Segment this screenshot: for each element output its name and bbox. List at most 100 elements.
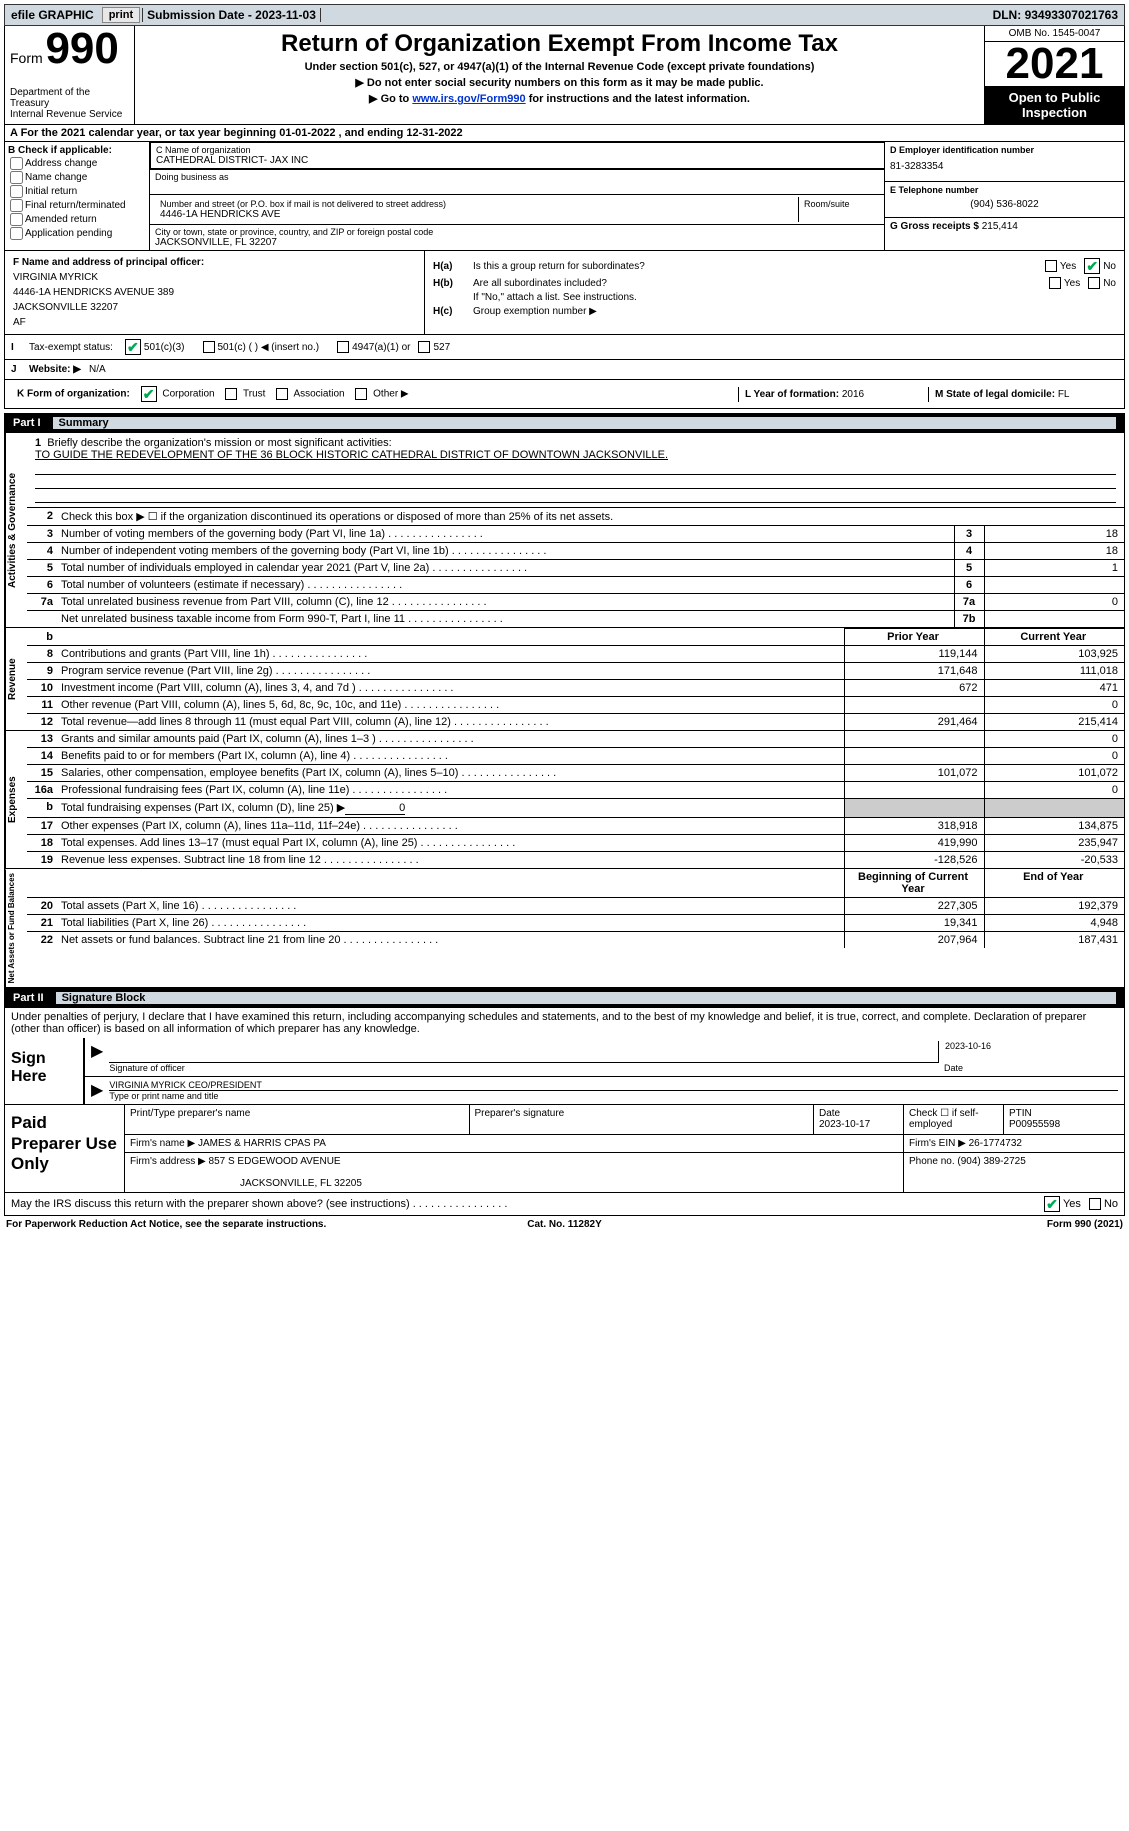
cb-501c[interactable]	[203, 341, 215, 353]
netassets-section: Net Assets or Fund Balances Beginning of…	[4, 869, 1125, 988]
v5: 1	[984, 560, 1124, 577]
org-name-value: CATHEDRAL DISTRICT- JAX INC	[156, 155, 879, 166]
section-d-e-g: D Employer identification number 81-3283…	[884, 142, 1124, 250]
cb-amended[interactable]: Amended return	[8, 213, 146, 226]
may-yes-checkbox[interactable]	[1044, 1196, 1060, 1212]
firm-phone-label: Phone no.	[909, 1156, 957, 1167]
part1-body: Activities & Governance 1 Briefly descri…	[4, 433, 1125, 628]
print-button[interactable]: print	[102, 7, 140, 23]
cb-address-change[interactable]: Address change	[8, 157, 146, 170]
cb-application-pending[interactable]: Application pending	[8, 227, 146, 240]
opt-4947: 4947(a)(1) or	[352, 342, 410, 353]
c14: 0	[984, 748, 1124, 765]
arrow-icon: ▶	[91, 1041, 103, 1073]
part2-header: Part II Signature Block	[4, 988, 1125, 1008]
ptin-label: PTIN	[1009, 1108, 1119, 1119]
prep-date-label: Date	[819, 1108, 898, 1119]
line22: Net assets or fund balances. Subtract li…	[57, 932, 844, 949]
line20: Total assets (Part X, line 16)	[57, 898, 844, 915]
section-f-label: F Name and address of principal officer:	[13, 257, 204, 268]
cb-final-return[interactable]: Final return/terminated	[8, 199, 146, 212]
may-no-checkbox[interactable]	[1089, 1198, 1101, 1210]
hb-no-checkbox[interactable]	[1088, 277, 1100, 289]
row-a-begin: 01-01-2022	[279, 127, 335, 139]
section-b-label: B Check if applicable:	[8, 145, 146, 156]
perjury-declaration: Under penalties of perjury, I declare th…	[4, 1008, 1125, 1038]
gross-label: G Gross receipts $	[890, 221, 982, 232]
cb-other[interactable]	[355, 388, 367, 400]
c10: 471	[984, 680, 1124, 697]
section-h: H(a) Is this a group return for subordin…	[425, 251, 1124, 334]
hb-note: If "No," attach a list. See instructions…	[473, 292, 637, 303]
ha-yes-checkbox[interactable]	[1045, 260, 1057, 272]
cb-initial-return[interactable]: Initial return	[8, 185, 146, 198]
footer-form-num: 990	[1075, 1219, 1092, 1230]
sign-here-label: Sign Here	[5, 1038, 85, 1104]
irs-link[interactable]: www.irs.gov/Form990	[412, 93, 525, 105]
officer-addr1: 4446-1A HENDRICKS AVENUE 389	[13, 285, 416, 300]
hdr-end: End of Year	[984, 869, 1124, 898]
sig-date-value: 2023-10-16	[938, 1041, 1118, 1063]
may-irs-text: May the IRS discuss this return with the…	[11, 1198, 1044, 1210]
ein-label: D Employer identification number	[890, 145, 1119, 155]
firm-addr1-value: 857 S EDGEWOOD AVENUE	[209, 1156, 341, 1167]
main-info-block: B Check if applicable: Address change Na…	[4, 142, 1125, 251]
netassets-table: Beginning of Current Year End of Year 20…	[27, 869, 1124, 948]
p16a	[844, 782, 984, 799]
p9: 171,648	[844, 663, 984, 680]
name-title-value: VIRGINIA MYRICK CEO/PRESIDENT	[109, 1080, 1118, 1091]
cb-527[interactable]	[418, 341, 430, 353]
city-label: City or town, state or province, country…	[155, 227, 879, 237]
hb-yes-checkbox[interactable]	[1049, 277, 1061, 289]
expenses-table: 13Grants and similar amounts paid (Part …	[27, 731, 1124, 868]
opt-assoc: Association	[293, 389, 344, 400]
opt-527: 527	[433, 342, 450, 353]
opt-other: Other ▶	[373, 389, 408, 400]
c19: -20,533	[984, 852, 1124, 869]
c18: 235,947	[984, 835, 1124, 852]
governance-table: 2Check this box ▶ ☐ if the organization …	[27, 507, 1124, 627]
firm-phone-value: (904) 389-2725	[957, 1156, 1025, 1167]
line4: Number of independent voting members of …	[57, 543, 954, 560]
yes-label: Yes	[1063, 1198, 1081, 1210]
return-title: Return of Organization Exempt From Incom…	[139, 30, 980, 58]
line7b: Net unrelated business taxable income fr…	[57, 611, 954, 628]
arrow-icon: ▶	[91, 1080, 103, 1101]
v6	[984, 577, 1124, 594]
p18: 419,990	[844, 835, 984, 852]
part2-title: Signature Block	[56, 992, 1116, 1004]
part1-header: Part I Summary	[4, 413, 1125, 433]
cb-name-change[interactable]: Name change	[8, 171, 146, 184]
org-name-label: C Name of organization	[156, 145, 879, 155]
j-value: N/A	[89, 364, 106, 375]
officer-name: VIRGINIA MYRICK	[13, 270, 416, 285]
street-label: Number and street (or P.O. box if mail i…	[160, 199, 793, 209]
line19: Revenue less expenses. Subtract line 18 …	[57, 852, 844, 869]
ha-no-checkbox[interactable]	[1084, 258, 1100, 274]
opt-trust: Trust	[243, 389, 265, 400]
opt-corp: Corporation	[162, 389, 214, 400]
no-label: No	[1104, 1198, 1118, 1210]
name-title-label: Type or print name and title	[109, 1091, 1118, 1101]
hdr-prior: Prior Year	[844, 629, 984, 646]
p17: 318,918	[844, 818, 984, 835]
street-value: 4446-1A HENDRICKS AVE	[160, 209, 793, 220]
section-b-checks: B Check if applicable: Address change Na…	[5, 142, 150, 250]
p22: 207,964	[844, 932, 984, 949]
line1-label: Briefly describe the organization's miss…	[47, 437, 391, 449]
topbar: efile GRAPHIC print Submission Date - 20…	[4, 4, 1125, 26]
line9: Program service revenue (Part VIII, line…	[57, 663, 844, 680]
cb-501c3[interactable]	[125, 339, 141, 355]
cb-corp[interactable]	[141, 386, 157, 402]
cb-trust[interactable]	[225, 388, 237, 400]
form-number: 990	[45, 24, 118, 73]
row-a-mid: , and ending	[339, 127, 407, 139]
cb-4947[interactable]	[337, 341, 349, 353]
phone-label: E Telephone number	[890, 185, 1119, 195]
cb-assoc[interactable]	[276, 388, 288, 400]
c9: 111,018	[984, 663, 1124, 680]
expenses-section: Expenses 13Grants and similar amounts pa…	[4, 731, 1125, 869]
revenue-section: Revenue b Prior Year Current Year 8Contr…	[4, 628, 1125, 731]
row-a-text: A For the 2021 calendar year, or tax yea…	[10, 127, 279, 139]
fh-block: F Name and address of principal officer:…	[4, 251, 1125, 335]
